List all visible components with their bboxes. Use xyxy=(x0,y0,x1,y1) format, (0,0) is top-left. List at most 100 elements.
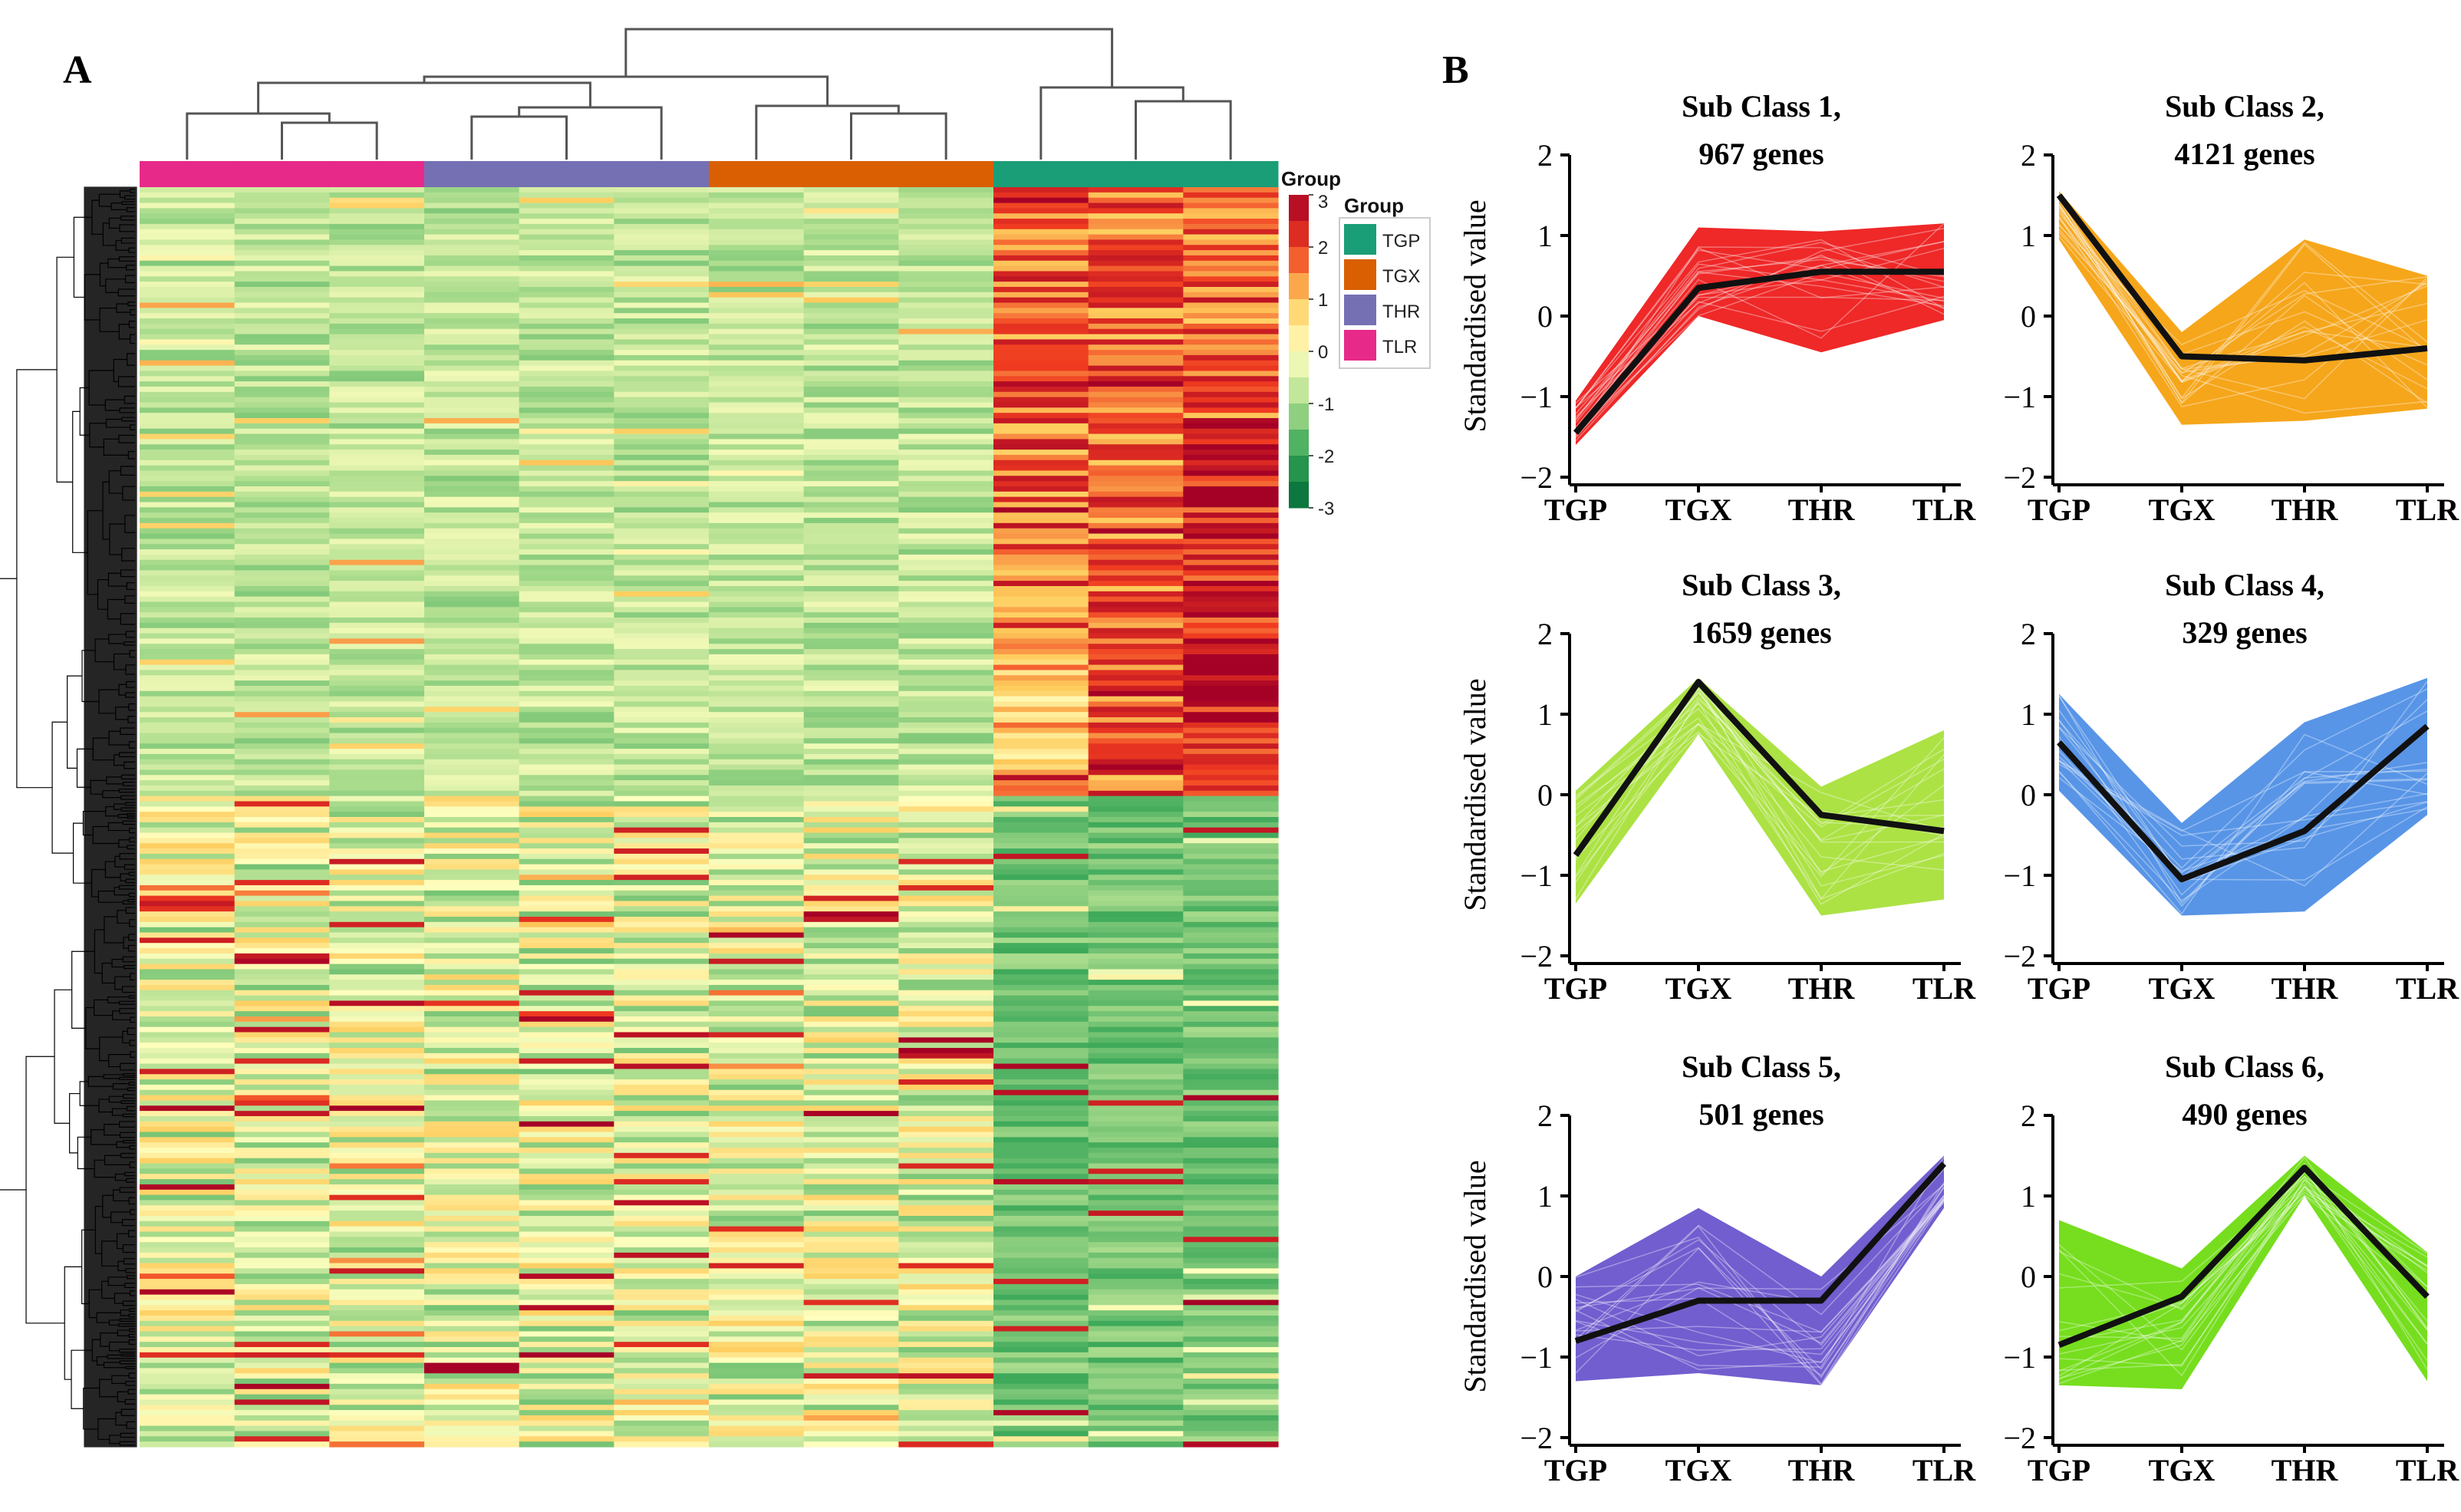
heatmap-cell xyxy=(1088,649,1184,655)
heatmap-cell xyxy=(234,906,330,912)
heatmap-cell xyxy=(993,701,1089,707)
heatmap-cell xyxy=(803,187,899,193)
heatmap-cell xyxy=(993,1084,1089,1091)
heatmap-cell xyxy=(234,208,330,214)
heatmap-cell xyxy=(1183,413,1279,419)
heatmap-cell xyxy=(993,1026,1089,1033)
heatmap-cell xyxy=(1088,1415,1184,1421)
heatmap-cell xyxy=(803,302,899,308)
heatmap-cell xyxy=(1183,444,1279,450)
expression-heatmap xyxy=(140,187,1279,1448)
heatmap-cell xyxy=(1088,675,1184,681)
heatmap-cell xyxy=(993,1431,1089,1437)
heatmap-cell xyxy=(709,1211,805,1217)
heatmap-cell xyxy=(898,659,994,666)
heatmap-cell xyxy=(329,354,425,361)
heatmap-cell xyxy=(709,318,805,324)
heatmap-cell xyxy=(993,858,1089,865)
heatmap-cell xyxy=(898,376,994,382)
heatmap-cell xyxy=(803,360,899,367)
heatmap-cell xyxy=(709,591,805,598)
heatmap-cell xyxy=(234,271,330,277)
heatmap-cell xyxy=(1183,806,1279,812)
heatmap-cell xyxy=(1183,1184,1279,1191)
y-tick-label: −1 xyxy=(2003,858,2036,893)
heatmap-cell xyxy=(519,649,614,655)
heatmap-cell xyxy=(140,1357,236,1364)
heatmap-cell xyxy=(993,1336,1089,1342)
heatmap-cell xyxy=(329,1058,425,1065)
heatmap-cell xyxy=(993,282,1089,288)
heatmap-cell xyxy=(234,1310,330,1316)
gene-profiles-band xyxy=(2058,1155,2428,1389)
heatmap-cell xyxy=(424,1043,520,1049)
heatmap-cell xyxy=(898,969,994,975)
heatmap-cell xyxy=(709,470,805,476)
heatmap-cell xyxy=(614,428,710,435)
heatmap-cell xyxy=(709,1294,805,1301)
heatmap-cell xyxy=(234,1006,330,1012)
heatmap-cell xyxy=(993,1252,1089,1259)
heatmap-cell xyxy=(1183,1058,1279,1065)
heatmap-cell xyxy=(140,984,236,991)
heatmap-cell xyxy=(519,549,614,555)
heatmap-cell xyxy=(803,1205,899,1211)
heatmap-cell xyxy=(709,1142,805,1148)
heatmap-cell xyxy=(709,932,805,938)
heatmap-cell xyxy=(898,974,994,980)
heatmap-cell xyxy=(1088,717,1184,723)
heatmap-cell xyxy=(329,439,425,445)
heatmap-cell xyxy=(993,308,1089,314)
heatmap-cell xyxy=(519,1069,614,1075)
heatmap-cell xyxy=(1088,801,1184,807)
heatmap-cell xyxy=(709,302,805,308)
heatmap-cell xyxy=(709,964,805,970)
y-tick-label: −2 xyxy=(2003,939,2036,973)
heatmap-cell xyxy=(993,1394,1089,1401)
heatmap-cell xyxy=(424,1168,520,1174)
heatmap-cell xyxy=(140,213,236,219)
heatmap-cell xyxy=(424,932,520,938)
heatmap-cell xyxy=(329,1220,425,1227)
heatmap-cell xyxy=(234,407,330,413)
heatmap-cell xyxy=(993,1294,1089,1301)
heatmap-cell xyxy=(898,775,994,781)
heatmap-cell xyxy=(234,219,330,225)
heatmap-cell xyxy=(993,612,1089,618)
heatmap-cell xyxy=(519,565,614,572)
heatmap-cell xyxy=(140,780,236,786)
heatmap-cell xyxy=(614,696,710,703)
heatmap-cell xyxy=(1088,943,1184,949)
heatmap-cell xyxy=(898,239,994,245)
heatmap-cell xyxy=(898,539,994,545)
heatmap-cell xyxy=(709,1441,805,1448)
heatmap-cell xyxy=(993,649,1089,655)
heatmap-cell xyxy=(424,958,520,965)
heatmap-cell xyxy=(1183,265,1279,272)
heatmap-cell xyxy=(234,722,330,729)
heatmap-cell xyxy=(424,386,520,393)
heatmap-cell xyxy=(898,528,994,535)
heatmap-cell xyxy=(898,339,994,345)
heatmap-cell xyxy=(1088,539,1184,545)
heatmap-cell xyxy=(1183,1268,1279,1274)
heatmap-cell xyxy=(1183,470,1279,476)
heatmap-cell xyxy=(1183,581,1279,587)
heatmap-cell xyxy=(1088,1063,1184,1069)
heatmap-cell xyxy=(424,476,520,482)
heatmap-cell xyxy=(329,1211,425,1217)
heatmap-cell xyxy=(993,1032,1089,1038)
heatmap-cell xyxy=(1183,1069,1279,1075)
y-tick-label: −2 xyxy=(2003,460,2036,495)
heatmap-cell xyxy=(1088,1189,1184,1196)
heatmap-cell xyxy=(234,822,330,828)
heatmap-cell xyxy=(803,1184,899,1191)
heatmap-cell xyxy=(803,790,899,797)
heatmap-cell xyxy=(993,969,1089,975)
heatmap-cell xyxy=(898,365,994,372)
heatmap-cell xyxy=(1088,271,1184,277)
heatmap-cell xyxy=(140,1115,236,1122)
heatmap-cell xyxy=(234,701,330,707)
heatmap-cell xyxy=(709,460,805,466)
heatmap-cell xyxy=(424,528,520,535)
